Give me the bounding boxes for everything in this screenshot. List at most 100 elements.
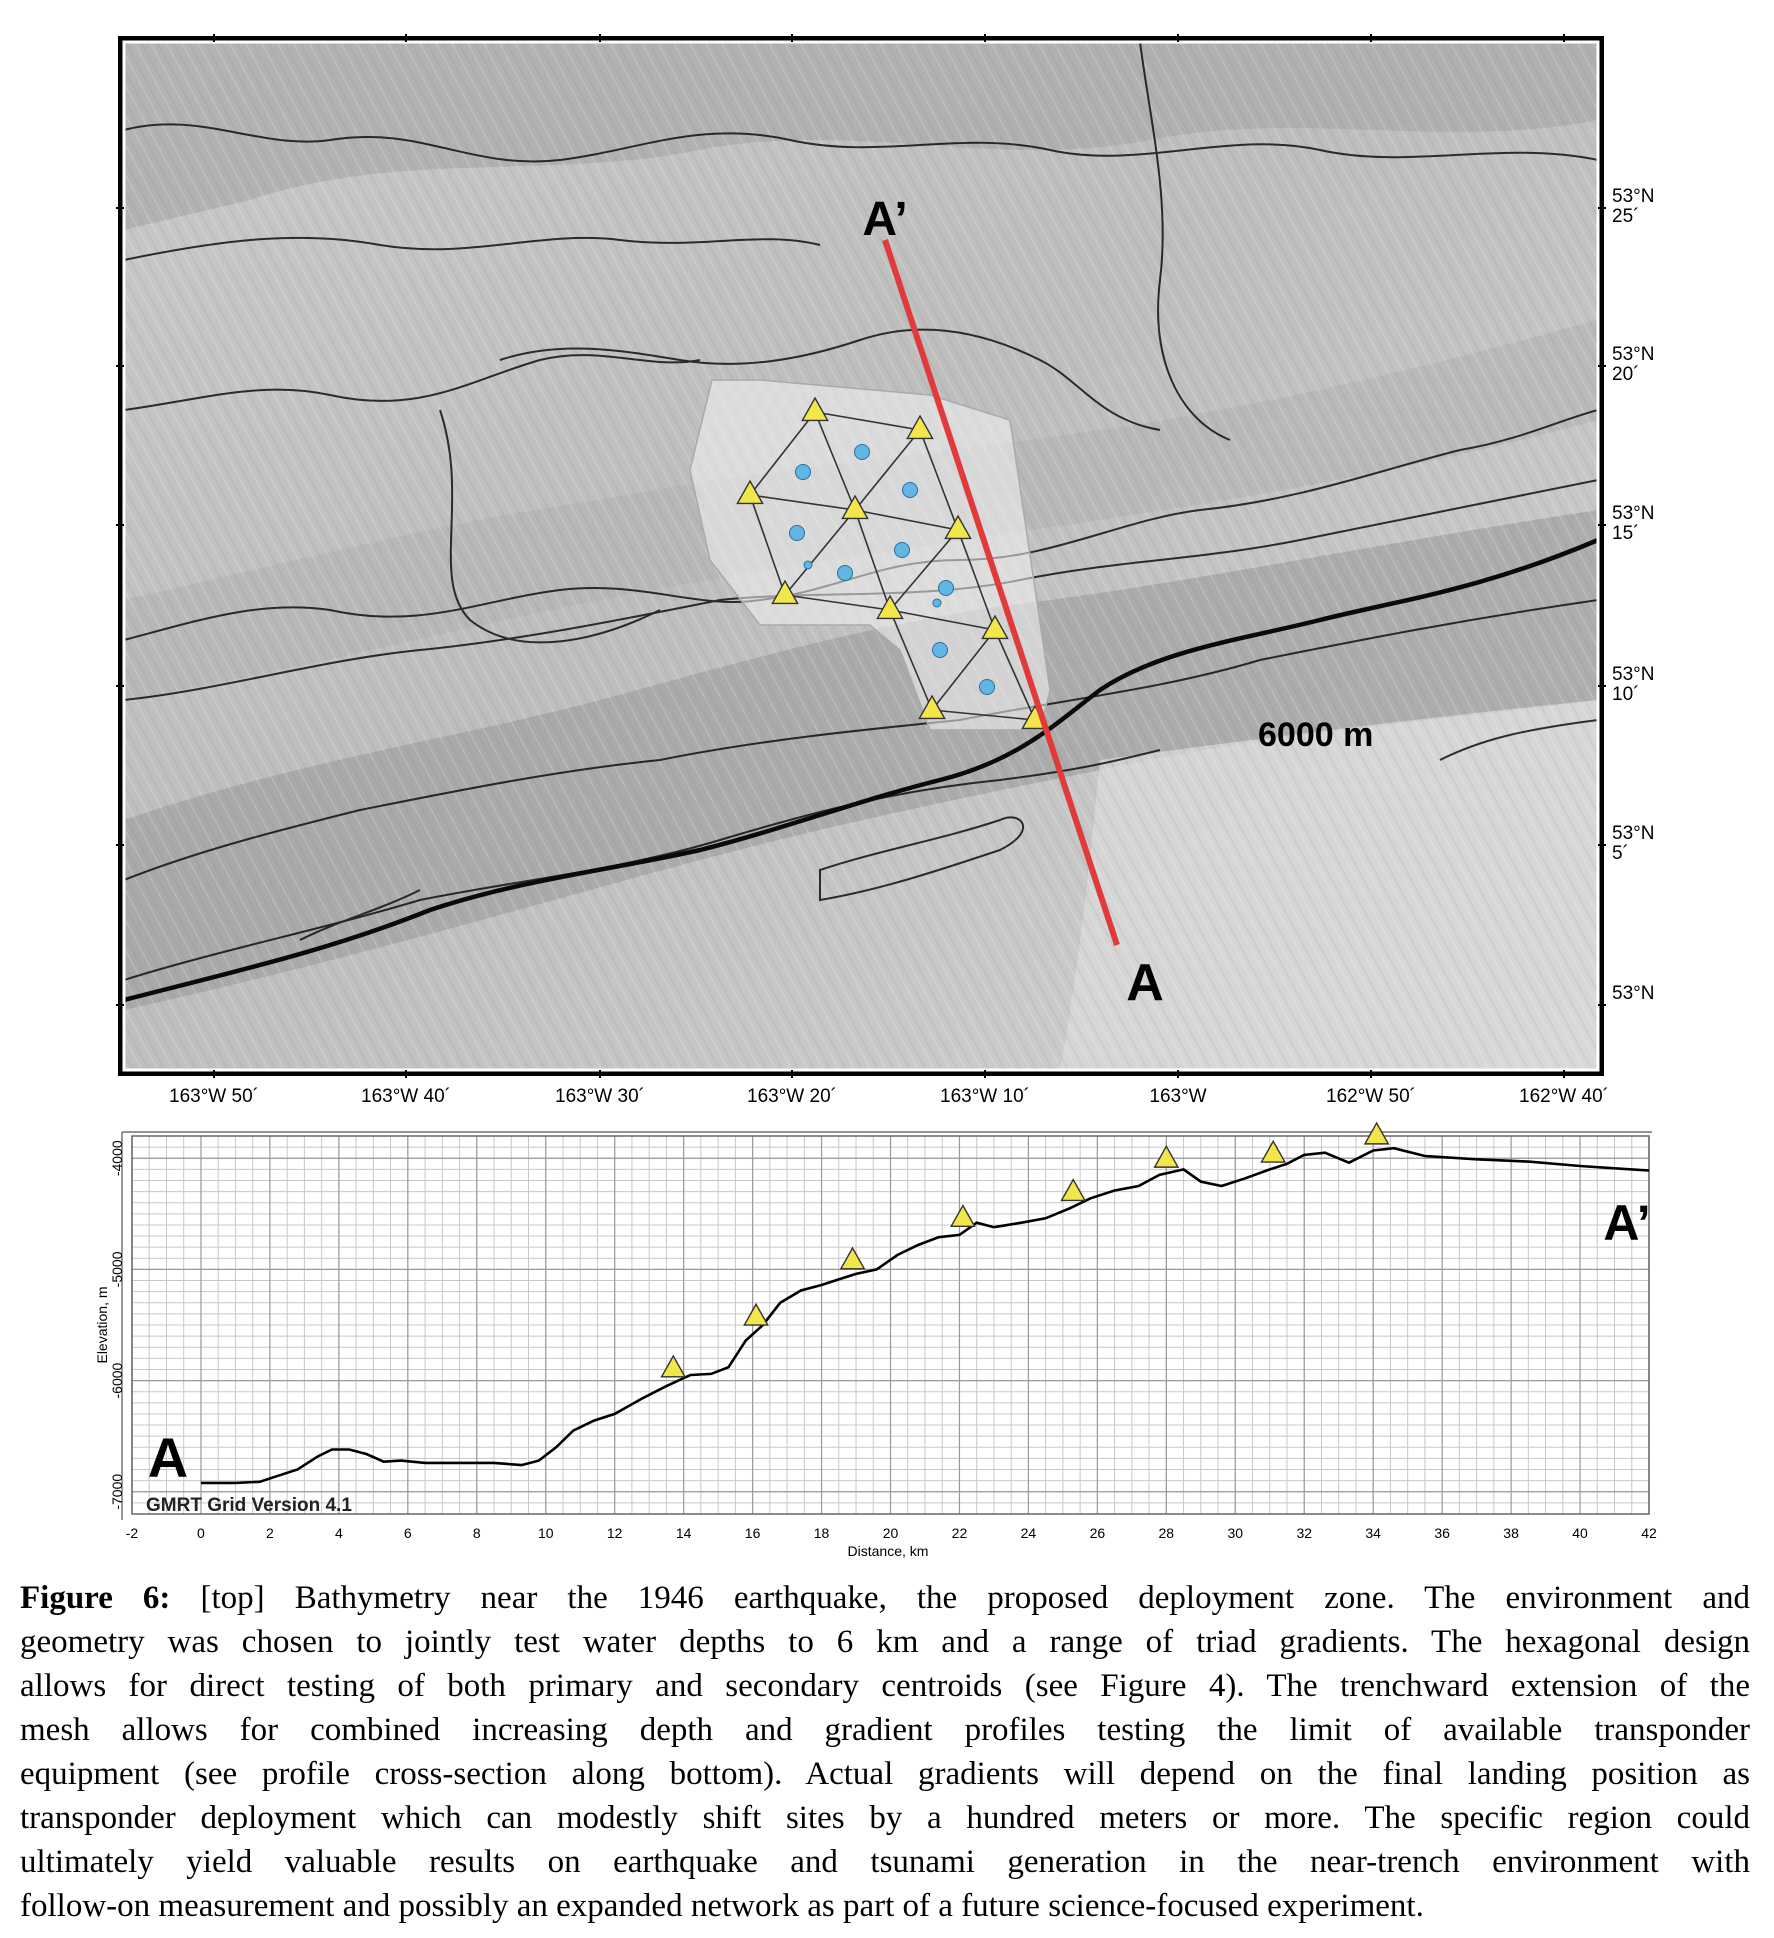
triangle-icon	[918, 694, 946, 720]
x-tick-label: 32	[1296, 1525, 1312, 1541]
circle-icon	[932, 642, 948, 658]
mesh-edge	[854, 429, 921, 511]
y-tick-label: -4000	[109, 1140, 125, 1176]
x-tick-label: 40	[1572, 1525, 1588, 1541]
x-tick-label: 34	[1365, 1525, 1381, 1541]
caption-line-1: Figure 6: [top] Bathymetry near the 1946…	[20, 1580, 1751, 1616]
longitude-labels: 163°W 50´ 163°W 40´ 163°W 30´ 163°W 20´ 163°…	[169, 1086, 1609, 1107]
transponder-triangle-icon	[1363, 1121, 1390, 1145]
figure-caption: Figure 6: [top] Bathymetry near the 1946…	[20, 1576, 1750, 1928]
triangle-icon	[944, 514, 972, 540]
x-tick-label: 16	[745, 1525, 761, 1541]
caption-line-2: geometry was chosen to jointly test wate…	[20, 1624, 1750, 1660]
lat-label: 53°N	[1612, 503, 1654, 524]
mesh-edge	[854, 509, 891, 611]
triangle-icon	[736, 479, 764, 505]
profile-transponders	[660, 1121, 1390, 1378]
mesh-edge	[814, 411, 856, 511]
x-tick-label: 12	[607, 1525, 623, 1541]
caption-line-4: mesh allows for combined increasing dept…	[20, 1712, 1750, 1748]
mesh-edge	[931, 629, 996, 711]
lat-label-minutes: 20´	[1612, 364, 1639, 385]
caption-line-8: follow-on measurement and possibly an ex…	[20, 1888, 1424, 1924]
mesh-edge	[919, 429, 959, 531]
x-tick-label: 24	[1021, 1525, 1037, 1541]
y-tick-labels: -7000 -6000 -5000 -4000	[109, 1140, 125, 1510]
transponder-triangle-icon	[743, 1302, 769, 1326]
lon-label: 163°W 20´	[747, 1086, 837, 1107]
mesh-edge	[889, 529, 959, 611]
mesh-edge	[749, 494, 786, 596]
lat-label-minutes: 10´	[1612, 684, 1639, 705]
chart-start-label: A	[148, 1426, 188, 1489]
transponder-triangle-icon	[839, 1246, 866, 1270]
x-tick-label: 28	[1159, 1525, 1175, 1541]
mesh-lines	[749, 411, 1036, 721]
lat-label: 53°N	[1612, 823, 1654, 844]
x-tick-label: 18	[814, 1525, 830, 1541]
source-label: GMRT Grid Version 4.1	[146, 1495, 352, 1516]
x-tick-label: 2	[266, 1525, 274, 1541]
y-tick-label: -7000	[109, 1474, 125, 1510]
mesh-edge	[957, 529, 996, 631]
transponder-triangle-icon	[1060, 1178, 1087, 1202]
x-tick-label: 20	[883, 1525, 899, 1541]
mesh-edge	[749, 411, 816, 496]
mesh-edge	[889, 609, 933, 711]
mesh-edge	[749, 494, 856, 511]
circle-icon	[938, 580, 954, 596]
lat-label-minutes: 5´	[1612, 843, 1629, 864]
y-axis-label: Elevation, m	[94, 1286, 110, 1363]
mesh-edge	[889, 609, 996, 631]
triangle-icon	[981, 614, 1009, 640]
circle-icon	[795, 464, 811, 480]
elevation-profile-chart: -2 0 2 4 6 8 10 12 14 16 18 20 22 24 26 28 30 32 34 36 38 40 4…	[94, 1121, 1657, 1559]
transponder-triangle-icon	[660, 1354, 687, 1378]
x-tick-label: -2	[126, 1525, 139, 1541]
chart-end-label: A’	[1603, 1195, 1650, 1251]
profile-line-series	[201, 1146, 1650, 1485]
trench-axis-line	[124, 537, 1598, 1003]
x-tick-labels: -2 0 2 4 6 8 10 12 14 16 18 20 22 24 26 28 30 32 34 36 38 40 4…	[126, 1525, 1657, 1541]
caption-line-6: transponder deployment which can modestl…	[20, 1800, 1750, 1836]
lon-label: 163°W 30´	[555, 1086, 645, 1107]
lon-label: 163°W	[1149, 1086, 1206, 1107]
mesh-edge	[994, 629, 1036, 721]
triangle-icon	[771, 579, 799, 605]
profile-end-label-map: A’	[862, 193, 907, 246]
centroid-markers	[789, 444, 995, 695]
caption-line-3: allows for direct testing of both primar…	[20, 1668, 1750, 1704]
lon-label: 162°W 40´	[1519, 1086, 1609, 1107]
circle-icon	[932, 598, 942, 608]
mesh-edge	[854, 509, 959, 531]
transponder-triangle-icon	[1260, 1139, 1287, 1163]
lon-label: 162°W 50´	[1326, 1086, 1416, 1107]
lon-label: 163°W 10´	[940, 1086, 1030, 1107]
mesh-edge	[784, 594, 891, 611]
mesh-edge	[931, 709, 1036, 721]
y-tick-label: -6000	[109, 1362, 125, 1398]
circle-icon	[803, 560, 813, 570]
circle-icon	[789, 525, 805, 541]
x-tick-label: 26	[1090, 1525, 1106, 1541]
y-tick-label: -5000	[109, 1251, 125, 1287]
x-tick-label: 42	[1641, 1525, 1657, 1541]
lat-label-minutes: 25´	[1612, 206, 1639, 227]
circle-icon	[894, 542, 910, 558]
lat-label-minutes: 15´	[1612, 523, 1639, 544]
x-tick-label: 38	[1503, 1525, 1519, 1541]
x-axis-label: Distance, km	[848, 1543, 929, 1559]
lat-label: 53°N	[1612, 344, 1654, 365]
transponder-triangle-icon	[950, 1204, 976, 1228]
latitude-labels: 53°N25´53°N20´53°N15´53°N10´53°N5´53°N	[1612, 186, 1654, 1004]
circle-icon	[854, 444, 870, 460]
lon-label: 163°W 40´	[361, 1086, 451, 1107]
x-tick-label: 22	[952, 1525, 968, 1541]
circle-icon	[979, 679, 995, 695]
plot-area	[131, 1135, 1650, 1515]
circle-icon	[902, 482, 918, 498]
caption-line-7: ultimately yield valuable results on ear…	[20, 1844, 1750, 1880]
x-tick-label: 10	[538, 1525, 554, 1541]
lat-label: 53°N	[1612, 983, 1654, 1004]
lat-label: 53°N	[1612, 186, 1654, 207]
